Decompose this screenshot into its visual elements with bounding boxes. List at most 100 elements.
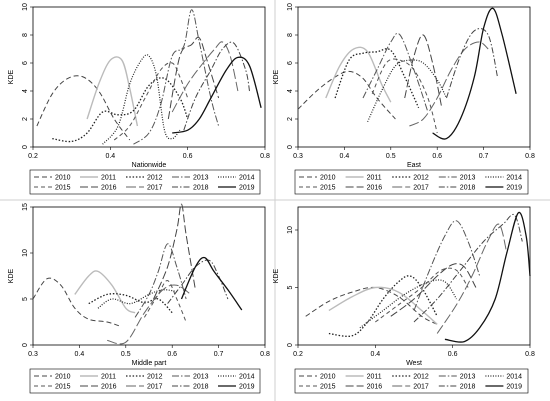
series-line-2019 bbox=[444, 211, 531, 343]
plot-frame bbox=[32, 206, 266, 346]
x-tick-label: 0.6 bbox=[167, 351, 177, 358]
y-tick-label: 2 bbox=[22, 117, 29, 121]
x-tick-label: 0.8 bbox=[260, 351, 270, 358]
x-tick-label: 0.4 bbox=[370, 351, 380, 358]
y-axis-label: KDE bbox=[273, 69, 280, 84]
series-line-2015 bbox=[371, 58, 438, 134]
x-axis-label: West bbox=[406, 360, 422, 367]
chart-panels: 0.2 0.4 0.6 0.8 0 2 4 6 8 10 Nationwide KDE 2010 2011… bbox=[8, 3, 535, 394]
legend-label-2017: 2017 bbox=[147, 384, 163, 391]
chart-panel-east: 0.3 0.4 0.5 0.6 0.7 0.8 0 2 4 6 8 10 East KDE 2010 2011… bbox=[273, 3, 535, 195]
series-line-2017 bbox=[171, 41, 239, 113]
legend-label-2013: 2013 bbox=[193, 175, 209, 182]
x-tick-label: 0.6 bbox=[183, 153, 193, 160]
x-tick-label: 0.3 bbox=[28, 351, 38, 358]
series-line-2015 bbox=[113, 62, 189, 141]
legend-label-2015: 2015 bbox=[55, 384, 71, 391]
legend-label-2013: 2013 bbox=[460, 175, 476, 182]
y-tick-label: 8 bbox=[22, 33, 29, 37]
x-tick-label: 0.4 bbox=[105, 153, 115, 160]
series-line-2010 bbox=[297, 70, 396, 120]
series-line-2012 bbox=[334, 48, 420, 109]
chart-panel-nationwide: 0.2 0.4 0.6 0.8 0 2 4 6 8 10 Nationwide KDE 2010 2011… bbox=[8, 3, 270, 195]
legend-label-2012: 2012 bbox=[147, 175, 163, 182]
series-line-2018 bbox=[413, 213, 523, 323]
x-tick-label: 0.7 bbox=[214, 351, 224, 358]
x-axis-label: Middle part bbox=[132, 360, 167, 367]
legend: 2010 2011 2012 2013 2014 2015 2016 2017 2018 2019 bbox=[29, 169, 261, 195]
y-tick-label: 0 bbox=[287, 145, 294, 149]
y-axis-label: KDE bbox=[8, 69, 15, 84]
x-tick-label: 0.4 bbox=[340, 153, 350, 160]
series-line-2017 bbox=[107, 284, 192, 345]
x-tick-label: 0.5 bbox=[121, 351, 131, 358]
y-tick-label: 15 bbox=[22, 203, 29, 211]
legend-label-2016: 2016 bbox=[367, 384, 383, 391]
y-tick-label: 0 bbox=[22, 343, 29, 347]
chart-panel-middle-part: 0.3 0.4 0.5 0.6 0.7 0.8 0 5 10 15 Middle part KDE 20… bbox=[8, 203, 270, 394]
series-line-2012 bbox=[88, 293, 173, 314]
y-tick-label: 10 bbox=[22, 3, 29, 11]
y-axis-label: KDE bbox=[8, 268, 15, 283]
x-tick-label: 0.2 bbox=[293, 351, 303, 358]
x-tick-label: 0.8 bbox=[525, 153, 535, 160]
y-tick-label: 5 bbox=[22, 297, 29, 301]
legend-label-2010: 2010 bbox=[320, 175, 336, 182]
legend-label-2013: 2013 bbox=[193, 374, 209, 381]
series-line-2019 bbox=[432, 7, 517, 140]
legend-label-2018: 2018 bbox=[193, 185, 209, 192]
legend-label-2012: 2012 bbox=[413, 374, 429, 381]
legend-box bbox=[294, 169, 529, 195]
legend: 2010 2011 2012 2013 2014 2015 2016 2017 2018 2019 bbox=[294, 169, 529, 195]
x-tick-label: 0.5 bbox=[386, 153, 396, 160]
y-tick-label: 6 bbox=[287, 61, 294, 65]
legend-label-2019: 2019 bbox=[239, 384, 255, 391]
y-tick-label: 10 bbox=[287, 226, 294, 234]
y-tick-label: 5 bbox=[287, 285, 294, 289]
legend-label-2017: 2017 bbox=[147, 185, 163, 192]
series-line-2013 bbox=[133, 9, 220, 145]
series-line-2018 bbox=[446, 28, 498, 99]
legend-label-2012: 2012 bbox=[147, 374, 163, 381]
plot-frame bbox=[32, 6, 266, 148]
legend-label-2015: 2015 bbox=[55, 185, 71, 192]
series-line-2014 bbox=[97, 289, 177, 309]
y-tick-label: 6 bbox=[22, 61, 29, 65]
legend-label-2017: 2017 bbox=[413, 384, 429, 391]
legend-label-2014: 2014 bbox=[239, 374, 255, 381]
legend-label-2018: 2018 bbox=[460, 384, 476, 391]
legend-label-2016: 2016 bbox=[367, 185, 383, 192]
x-tick-label: 0.2 bbox=[28, 153, 38, 160]
legend-label-2011: 2011 bbox=[101, 374, 116, 381]
series-line-2012 bbox=[52, 77, 189, 143]
series-line-2012 bbox=[328, 275, 438, 337]
series-line-2011 bbox=[325, 46, 392, 103]
x-axis-label: Nationwide bbox=[132, 162, 167, 169]
legend-label-2019: 2019 bbox=[239, 185, 255, 192]
y-tick-label: 10 bbox=[22, 249, 29, 257]
y-tick-label: 4 bbox=[287, 89, 294, 93]
series-line-2016 bbox=[167, 36, 220, 120]
legend-label-2018: 2018 bbox=[460, 185, 476, 192]
series-line-2016 bbox=[153, 203, 196, 300]
series-line-2010 bbox=[32, 277, 122, 328]
x-axis-label: East bbox=[407, 162, 421, 169]
legend-label-2019: 2019 bbox=[506, 384, 522, 391]
legend-label-2016: 2016 bbox=[101, 384, 117, 391]
series-line-2019 bbox=[172, 56, 262, 134]
series-line-2019 bbox=[180, 256, 243, 311]
series-line-2011 bbox=[74, 270, 136, 314]
plot-frame bbox=[297, 6, 531, 148]
series-line-2013 bbox=[362, 32, 429, 113]
y-tick-label: 10 bbox=[287, 3, 294, 11]
legend-label-2013: 2013 bbox=[460, 374, 476, 381]
y-tick-label: 4 bbox=[22, 89, 29, 93]
legend-label-2019: 2019 bbox=[506, 185, 522, 192]
series-line-2017 bbox=[409, 41, 489, 127]
plot-frame bbox=[297, 206, 531, 346]
legend-label-2010: 2010 bbox=[55, 374, 71, 381]
series-line-2017 bbox=[436, 223, 508, 334]
x-tick-label: 0.4 bbox=[75, 351, 85, 358]
